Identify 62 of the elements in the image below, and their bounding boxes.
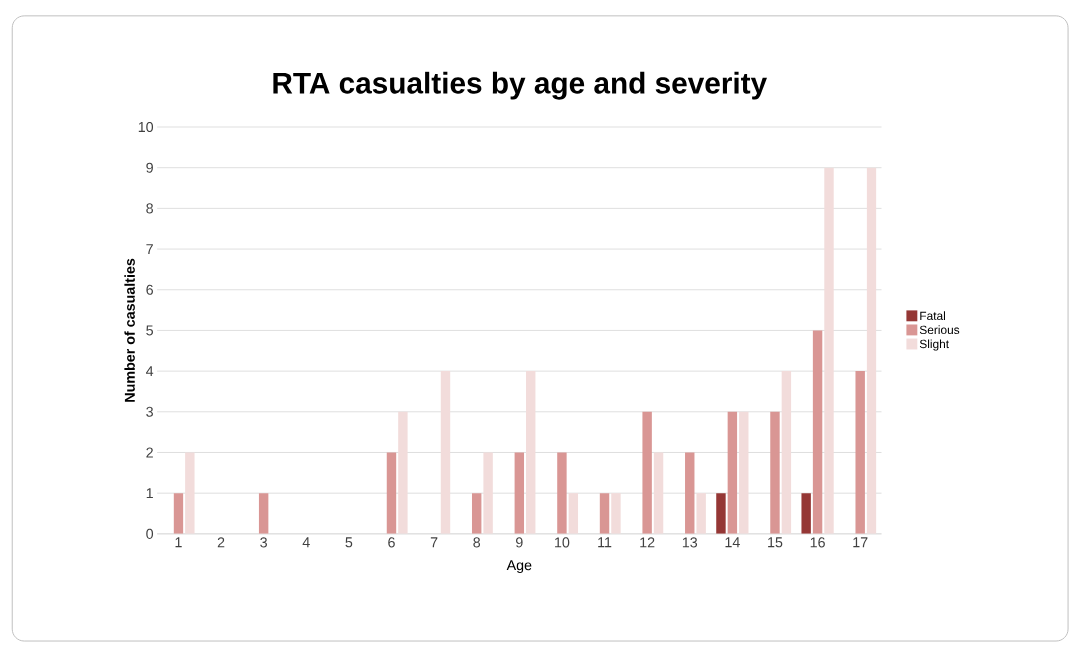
bar: [801, 493, 811, 534]
bar: [642, 411, 652, 534]
x-tick-label: 3: [260, 537, 267, 548]
y-tick-label: 3: [146, 406, 153, 417]
y-axis-title: Number of casualties: [124, 258, 135, 402]
legend-label: Serious: [919, 325, 960, 335]
legend-label: Slight: [919, 339, 949, 351]
bar: [471, 493, 482, 534]
bar: [185, 452, 195, 534]
bar: [526, 371, 536, 534]
legend-label: Fatal: [920, 311, 945, 321]
bar: [599, 493, 610, 534]
x-tick-label: 8: [473, 537, 481, 548]
x-tick-label: 16: [810, 537, 825, 548]
x-tick-label: 13: [682, 537, 698, 548]
y-tick-label: 8: [146, 203, 153, 214]
x-tick-label: 4: [302, 537, 310, 548]
x-tick-label: 6: [388, 537, 395, 548]
bar: [812, 330, 823, 534]
y-tick-label: 2: [146, 447, 153, 458]
bar: [696, 493, 706, 534]
bar: [483, 452, 493, 534]
bar: [824, 167, 834, 534]
bar: [514, 452, 525, 534]
bar: [781, 371, 792, 534]
x-tick-label: 12: [640, 537, 655, 548]
y-tick-label: 7: [146, 244, 153, 254]
y-tick-label: 0: [146, 528, 154, 539]
x-tick-label: 5: [345, 537, 353, 548]
bar: [398, 411, 408, 534]
bar: [770, 411, 780, 534]
y-tick-label: 4: [146, 366, 154, 377]
x-tick-label: 17: [853, 537, 868, 548]
y-tick-label: 5: [146, 325, 154, 336]
x-tick-label: 2: [217, 537, 225, 548]
y-tick-label: 9: [146, 162, 153, 173]
x-tick-label: 14: [725, 537, 740, 548]
x-tick-label: 1: [175, 537, 182, 548]
x-tick-label: 7: [430, 537, 438, 548]
bar: [653, 452, 664, 534]
bar: [568, 493, 579, 534]
bar: [258, 493, 269, 534]
bar: [386, 452, 397, 534]
bar: [866, 167, 877, 534]
bar: [173, 493, 184, 534]
x-tick-label: 9: [516, 537, 523, 548]
y-tick-label: 1: [146, 488, 153, 499]
bar: [557, 452, 567, 534]
bar: [440, 371, 451, 534]
bar: [685, 452, 695, 534]
bar: [611, 493, 621, 534]
bar: [739, 411, 749, 534]
x-axis-title: Age: [506, 560, 532, 574]
chart-title: RTA casualties by age and severity: [273, 71, 767, 100]
bar: [716, 493, 726, 534]
bar: [727, 411, 738, 534]
x-tick-label: 10: [555, 537, 570, 548]
x-tick-label: 15: [768, 537, 783, 548]
y-tick-label: 6: [146, 284, 153, 295]
y-tick-label: 10: [138, 121, 154, 133]
x-tick-label: 11: [598, 537, 612, 548]
bar: [855, 371, 865, 534]
